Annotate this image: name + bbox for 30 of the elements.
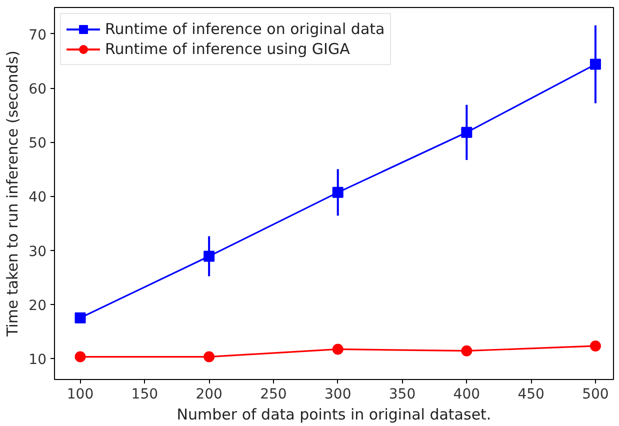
x-tick-label: 300 — [324, 386, 352, 402]
point — [74, 351, 86, 362]
x-axis-title: Number of data points in original dataset. — [176, 406, 492, 424]
point — [332, 344, 344, 355]
point — [590, 340, 601, 352]
y-tick-label: 50 — [28, 136, 47, 152]
y-tick-label: 70 — [28, 27, 47, 44]
point — [461, 345, 472, 356]
legend-label: Runtime of inference on original data — [105, 20, 385, 38]
x-tick-label: 150 — [131, 386, 158, 402]
y-tick-label: 10 — [28, 352, 47, 368]
x-tick-label: 100 — [66, 386, 94, 402]
x-tick-label: 250 — [260, 386, 287, 402]
point — [332, 186, 344, 198]
y-tick-label: 20 — [28, 298, 47, 314]
y-tick-label: 40 — [28, 190, 47, 206]
x-tick-label: 200 — [196, 386, 222, 402]
point — [204, 250, 215, 262]
y-tick-label: 30 — [28, 244, 47, 260]
x-tick-label: 450 — [518, 386, 544, 402]
y-axis-title: Time taken to run inference (seconds) — [4, 50, 22, 338]
legend-label: Runtime of inference using GIGA — [105, 40, 350, 58]
x-tick-label: 350 — [388, 386, 416, 402]
y-tick-label: 60 — [28, 82, 47, 98]
point — [590, 58, 601, 70]
x-tick-label: 400 — [453, 386, 480, 402]
point — [204, 351, 215, 362]
x-tick-label: 500 — [582, 386, 609, 402]
point — [74, 312, 86, 324]
point — [461, 126, 472, 138]
